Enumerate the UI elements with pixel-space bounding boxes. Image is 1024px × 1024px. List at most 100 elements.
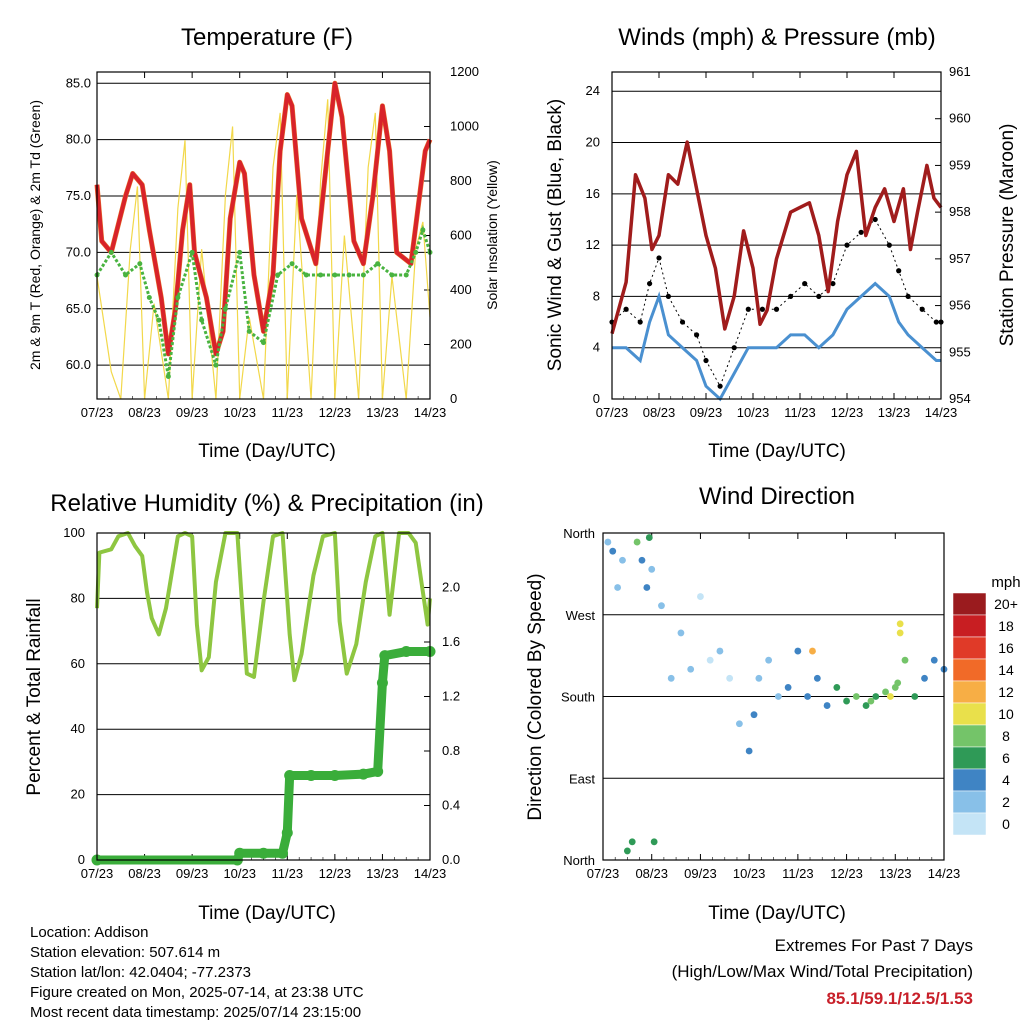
precip-point xyxy=(277,847,289,859)
extremes-values: 85.1/59.1/12.5/1.53 xyxy=(826,989,973,1008)
precip-point xyxy=(400,646,412,658)
wind-direction-panel: Wind Direction Time (Day/UTC) Direction … xyxy=(525,483,1021,924)
gust-point xyxy=(759,306,766,312)
humidity-line xyxy=(95,531,432,683)
gust-point xyxy=(773,306,780,312)
y2-tick-label: 955 xyxy=(949,344,971,359)
station-info: Location: Addison Station elevation: 507… xyxy=(30,924,364,1021)
dewpoint-point xyxy=(222,306,228,312)
y-tick-label: 70.0 xyxy=(66,244,91,259)
dewpoint-point xyxy=(175,295,181,301)
gust-point xyxy=(647,280,653,287)
direction-point xyxy=(843,697,850,705)
y-tick-label: 24 xyxy=(586,83,600,98)
precip-point xyxy=(258,847,269,859)
winds-x-label: Time (Day/UTC) xyxy=(708,441,846,462)
x-tick-label: 12/23 xyxy=(831,405,864,420)
direction-point xyxy=(643,584,651,591)
direction-point xyxy=(921,674,928,682)
x-tick-label: 12/23 xyxy=(830,866,863,881)
direction-point xyxy=(882,688,889,696)
direction-point xyxy=(650,838,658,846)
direction-point xyxy=(619,556,626,564)
info-latlon: Station lat/lon: 42.0404; -77.2373 xyxy=(30,964,251,981)
info-recent: Most recent data timestamp: 2025/07/14 2… xyxy=(30,1004,361,1021)
direction-point xyxy=(745,747,753,755)
gust-point xyxy=(656,255,662,261)
direction-point xyxy=(716,647,724,655)
y2-tick-label: 800 xyxy=(450,173,472,188)
winds-panel: Winds (mph) & Pressure (mb) Time (Day/UT… xyxy=(545,24,1018,462)
direction-point xyxy=(894,679,902,687)
dewpoint-point xyxy=(318,272,324,278)
precip-point xyxy=(305,770,317,782)
x-tick-label: 10/23 xyxy=(733,866,766,881)
direction-point xyxy=(736,720,743,728)
direction-point xyxy=(872,693,880,700)
x-tick-label: 10/23 xyxy=(223,866,256,881)
legend-swatch xyxy=(952,812,987,836)
precip-point xyxy=(329,770,341,782)
y-tick-label: 20 xyxy=(71,787,85,802)
y-tick-label: 12 xyxy=(586,237,600,252)
humidity-x-label: Time (Day/UTC) xyxy=(198,903,336,924)
y2-tick-label: 0.4 xyxy=(442,798,460,813)
direction-point xyxy=(901,656,909,664)
x-tick-label: 14/23 xyxy=(928,866,961,881)
temperature-x-label: Time (Day/UTC) xyxy=(198,441,336,462)
legend-swatch xyxy=(952,614,987,638)
direction-point xyxy=(667,674,675,682)
y2-tick-label: 1000 xyxy=(450,119,479,134)
temperature-y-label: 2m & 9m T (Red, Orange) & 2m Td (Green) xyxy=(27,100,43,370)
x-tick-label: 07/23 xyxy=(81,405,114,420)
y-tick-label: 80.0 xyxy=(66,132,91,147)
wind-direction-y-label: Direction (Colored By Speed) xyxy=(525,573,546,820)
gust-point xyxy=(830,280,836,287)
info-created: Figure created on Mon, 2025-07-14, at 23… xyxy=(30,984,364,1001)
dewpoint-point xyxy=(146,295,152,301)
precip-point xyxy=(234,847,246,859)
precip-point xyxy=(372,765,384,777)
direction-point xyxy=(628,838,636,846)
x-tick-label: 07/23 xyxy=(596,405,629,420)
y2-tick-label: 957 xyxy=(949,251,971,266)
dewpoint-point xyxy=(332,272,338,278)
dewpoint-point xyxy=(189,249,195,255)
legend-swatch xyxy=(952,724,987,748)
gust-point xyxy=(745,306,751,312)
direction-point xyxy=(614,584,622,591)
x-tick-label: 12/23 xyxy=(319,405,352,420)
direction-point xyxy=(896,629,904,637)
wind-direction-title: Wind Direction xyxy=(699,483,855,510)
x-tick-label: 09/23 xyxy=(176,405,209,420)
y-tick-label: 8 xyxy=(593,288,600,303)
direction-point xyxy=(623,847,631,855)
direction-point xyxy=(784,684,792,691)
gust-point xyxy=(844,242,850,248)
direction-point xyxy=(862,702,870,709)
y2-tick-label: 600 xyxy=(450,228,472,243)
wind-direction-x-label: Time (Day/UTC) xyxy=(708,903,846,924)
y-tick-label: 80 xyxy=(71,590,85,605)
y2-tick-label: 0.8 xyxy=(442,743,460,758)
x-tick-label: 11/23 xyxy=(782,866,814,881)
gust-point xyxy=(623,306,629,312)
direction-point xyxy=(648,565,656,573)
y-tick-label: 20 xyxy=(586,135,600,150)
direction-point xyxy=(750,711,758,719)
y2-tick-label: 1200 xyxy=(450,64,479,79)
direction-point xyxy=(697,593,704,600)
legend-label: 0 xyxy=(1002,816,1010,832)
gust-point xyxy=(665,293,672,300)
dewpoint-point xyxy=(137,261,143,267)
x-tick-label: 13/23 xyxy=(366,866,399,881)
dewpoint-point xyxy=(199,317,205,323)
dewpoint-point xyxy=(303,272,309,278)
direction-point xyxy=(726,674,734,682)
dewpoint-point xyxy=(237,249,243,255)
direction-point xyxy=(658,602,665,610)
x-tick-label: 14/23 xyxy=(414,866,447,881)
gust-point xyxy=(637,319,643,325)
direction-point xyxy=(755,674,763,682)
